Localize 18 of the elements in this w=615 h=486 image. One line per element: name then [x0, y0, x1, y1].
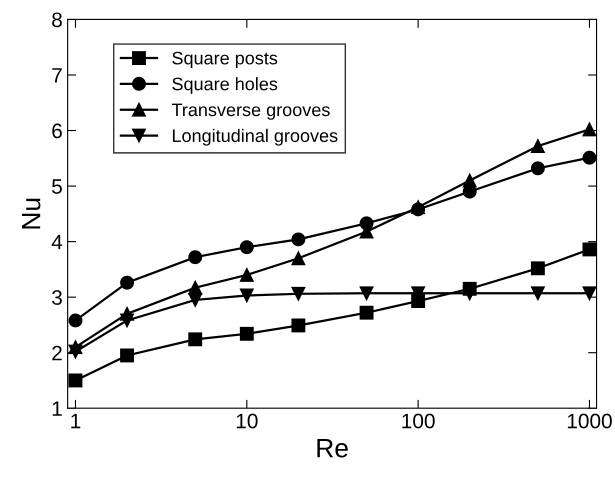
y-tick-label: 2 — [52, 346, 62, 360]
x-tick-label: 100 — [402, 414, 435, 428]
y-tick-label: 8 — [52, 12, 62, 28]
y-tick-label: 1 — [52, 401, 62, 416]
y-tick-label: 5 — [52, 179, 62, 194]
legend-label: Transverse grooves — [172, 104, 330, 120]
x-axis-title: Re — [317, 439, 348, 458]
x-tick-label: 1000 — [568, 414, 612, 428]
y-tick-label: 6 — [52, 124, 62, 138]
x-tick-label: 10 — [236, 414, 258, 428]
y-axis-title: Nu — [22, 198, 40, 229]
y-tick-label: 3 — [52, 290, 62, 305]
legend-label: Square holes — [172, 77, 278, 94]
legend-label: Longitudinal grooves — [172, 128, 338, 146]
y-tick-label: 7 — [52, 68, 62, 83]
x-tick-label: 1 — [71, 414, 80, 428]
y-tick-label: 4 — [52, 234, 62, 250]
legend-label: Square posts — [172, 52, 278, 68]
